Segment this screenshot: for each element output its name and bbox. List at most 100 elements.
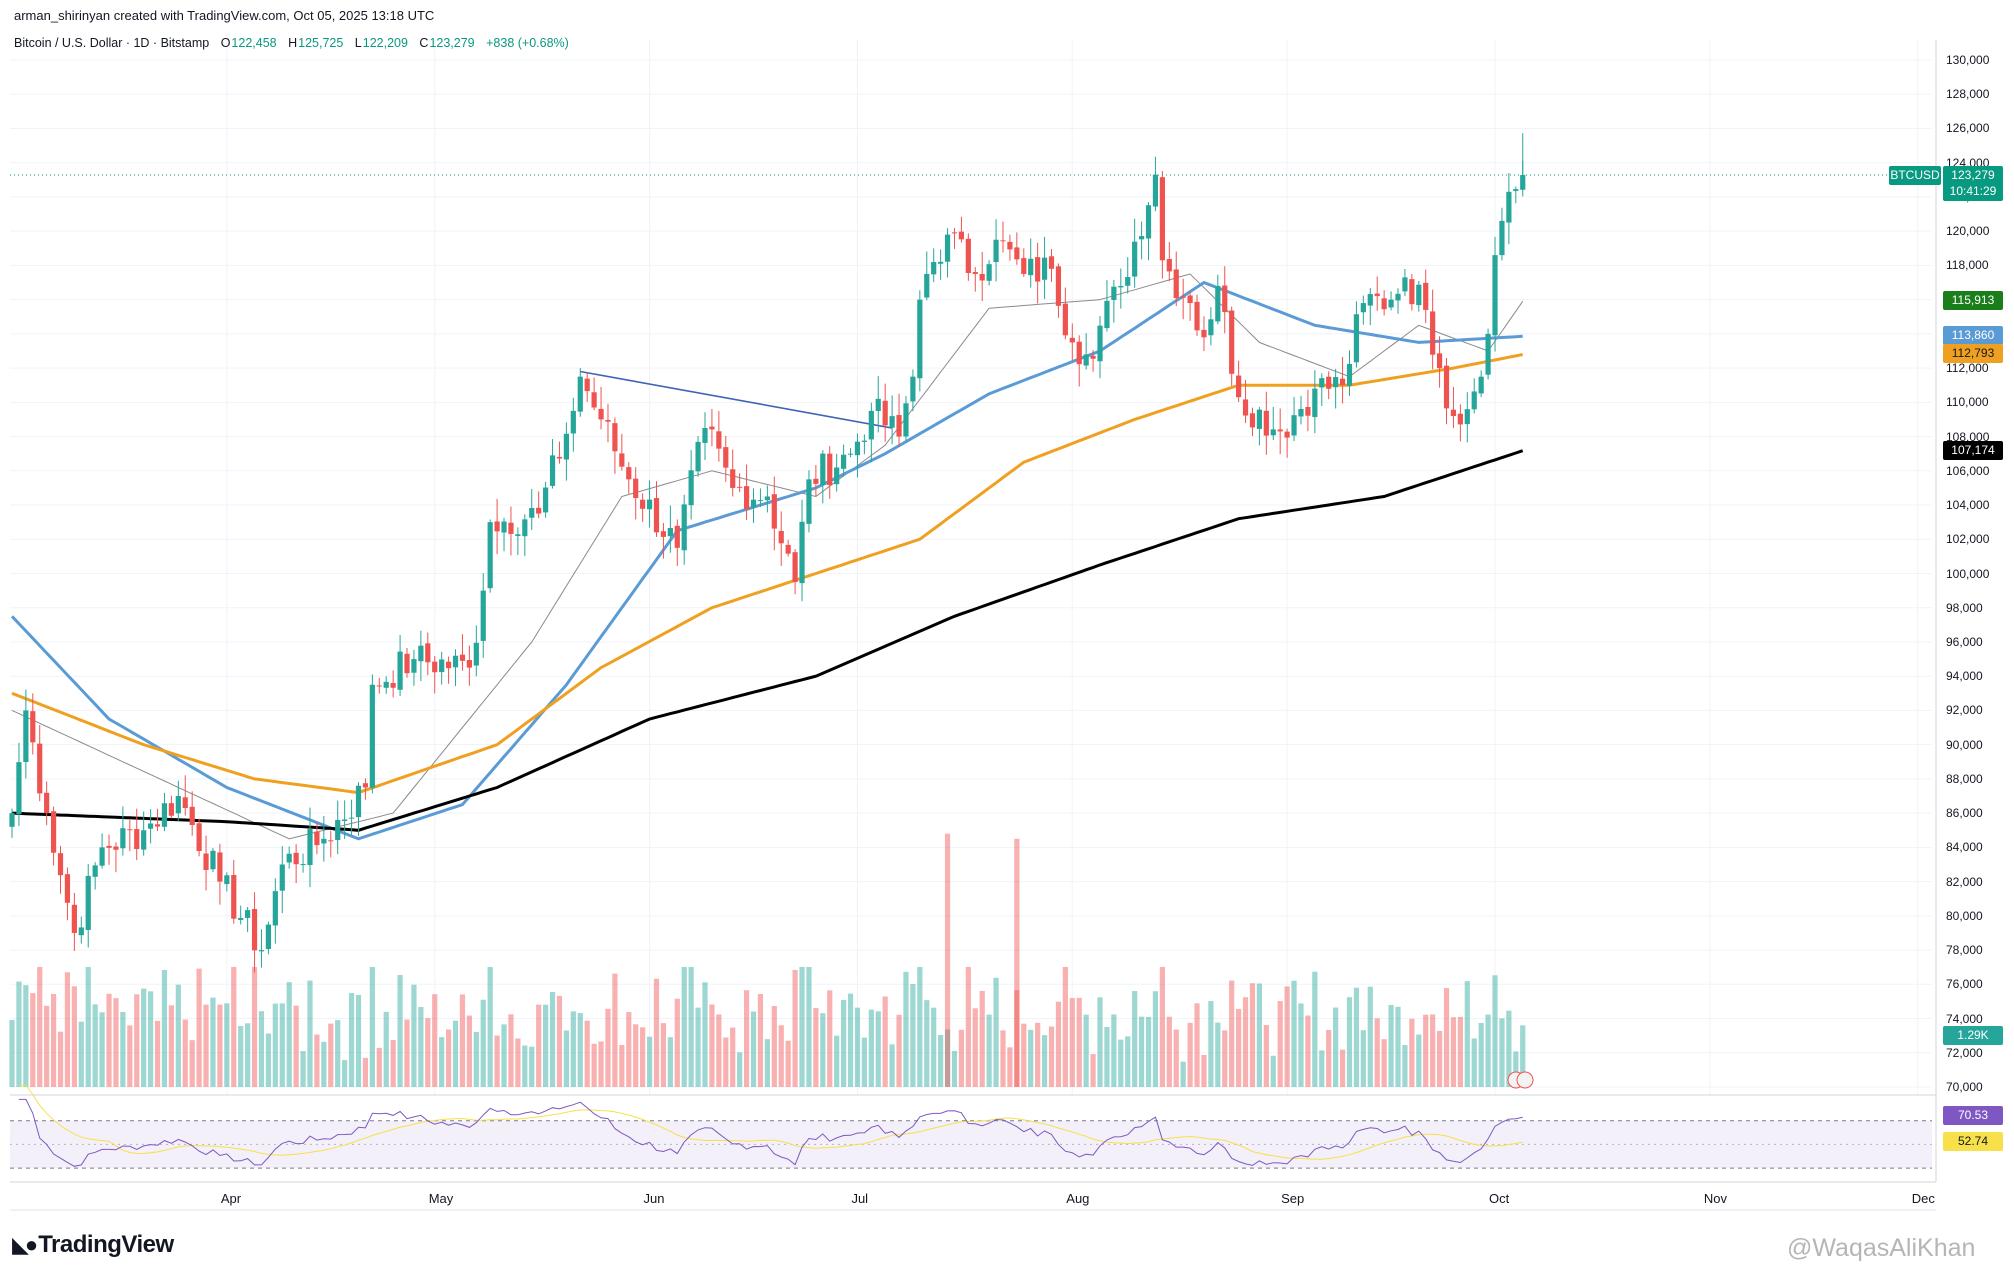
candle-body xyxy=(1520,175,1526,190)
high-label: H xyxy=(288,36,298,50)
volume-bar xyxy=(1513,1051,1519,1087)
candle-body xyxy=(141,830,147,850)
volume-bar xyxy=(847,993,854,1087)
candle-body xyxy=(924,273,930,298)
candle-body xyxy=(189,806,195,826)
candle-body xyxy=(771,494,777,529)
time-tick: Jul xyxy=(851,1191,869,1206)
candle-body xyxy=(972,272,978,274)
candle-body xyxy=(633,478,639,499)
volume-bar xyxy=(549,991,556,1087)
candle-body xyxy=(536,507,542,514)
volume-bar xyxy=(182,1019,188,1087)
candle-body xyxy=(238,917,244,920)
volume-bar xyxy=(556,995,563,1087)
volume-bar xyxy=(57,1031,64,1087)
volume-bar xyxy=(265,1033,272,1087)
candle-body xyxy=(1492,255,1498,336)
volume-bar xyxy=(168,1005,174,1087)
candle-body xyxy=(335,819,341,841)
volume-bar xyxy=(1395,1006,1401,1087)
price-tick: 108,000 xyxy=(1946,429,1990,444)
volume-bar xyxy=(515,1038,521,1087)
volume-bar xyxy=(113,998,119,1087)
volume-bar xyxy=(92,1004,98,1087)
candle-body xyxy=(23,710,29,763)
volume-bar xyxy=(1263,1025,1269,1087)
candle-body xyxy=(1270,429,1276,436)
volume-bar xyxy=(653,978,660,1087)
price-tick: 90,000 xyxy=(1946,737,1983,752)
volume-bar xyxy=(1118,1039,1124,1087)
price-tick: 72,000 xyxy=(1946,1045,1983,1060)
candle-body xyxy=(563,433,569,460)
volume-bar xyxy=(473,1031,479,1087)
candle-body xyxy=(1513,189,1519,191)
volume-bar xyxy=(1132,991,1138,1087)
tradingview-logo[interactable]: ◣● TradingView xyxy=(12,1231,174,1259)
volume-bar xyxy=(418,1007,424,1087)
candle-body xyxy=(737,486,743,488)
volume-bar xyxy=(203,1004,209,1087)
moving-average-line xyxy=(11,353,1523,795)
volume-bar xyxy=(1353,987,1360,1087)
volume-bar xyxy=(293,1005,299,1087)
price-tick: 80,000 xyxy=(1946,908,1983,923)
volume-bar xyxy=(868,1009,874,1087)
volume-bar xyxy=(667,1037,673,1087)
candle-body xyxy=(515,534,521,536)
volume-bar xyxy=(1436,1030,1443,1087)
volume-bar xyxy=(896,1014,902,1087)
volume-bar xyxy=(605,1008,611,1087)
volume-bar xyxy=(1402,1045,1408,1087)
low-value: 122,209 xyxy=(362,36,408,50)
volume-bar xyxy=(1319,1050,1325,1087)
candle-body xyxy=(1014,247,1020,260)
candle-body xyxy=(723,447,729,468)
volume-label: 1.29K xyxy=(1943,1026,2003,1045)
volume-bar xyxy=(459,994,466,1087)
candle-body xyxy=(1263,410,1269,436)
watermark: @WaqasAliKhan xyxy=(1787,1234,1976,1262)
candle-body xyxy=(1132,241,1138,277)
volume-bar xyxy=(1062,967,1068,1087)
candle-body xyxy=(1485,333,1491,375)
volume-bar xyxy=(1187,1022,1193,1087)
volume-bar xyxy=(1208,1001,1214,1087)
candle-body xyxy=(813,478,819,484)
volume-bar xyxy=(1430,1014,1436,1087)
time-tick: Oct xyxy=(1489,1191,1510,1206)
volume-bar xyxy=(99,1012,105,1087)
candle-body xyxy=(1035,257,1041,282)
volume-bar xyxy=(64,972,71,1087)
volume-bar xyxy=(806,967,812,1087)
candle-body xyxy=(1291,415,1297,436)
volume-bar xyxy=(965,967,971,1087)
candle-body xyxy=(577,376,583,412)
volume-bar xyxy=(1478,1022,1484,1087)
volume-bar xyxy=(224,1003,230,1087)
volume-bar xyxy=(1007,1047,1013,1087)
volume-bar xyxy=(23,985,29,1087)
time-tick: Dec xyxy=(1911,1191,1935,1206)
volume-bar xyxy=(979,990,985,1087)
candle-body xyxy=(716,431,722,449)
candle-body xyxy=(494,521,500,532)
candle-body xyxy=(1118,285,1124,288)
candle-body xyxy=(425,643,431,663)
candle-body xyxy=(1353,314,1360,363)
last-price-label: 123,279 xyxy=(1943,166,2003,185)
volume-bar xyxy=(577,1013,583,1087)
volume-bar xyxy=(910,984,916,1087)
candle-body xyxy=(127,829,133,831)
candle-body xyxy=(50,811,57,853)
volume-bar xyxy=(1035,1022,1041,1087)
candle-body xyxy=(1076,341,1082,365)
candle-body xyxy=(418,645,424,662)
candle-body xyxy=(931,261,937,275)
time-tick: May xyxy=(428,1191,454,1206)
candle-body xyxy=(556,456,563,459)
volume-bar xyxy=(584,1020,590,1087)
volume-bar xyxy=(709,1004,715,1087)
